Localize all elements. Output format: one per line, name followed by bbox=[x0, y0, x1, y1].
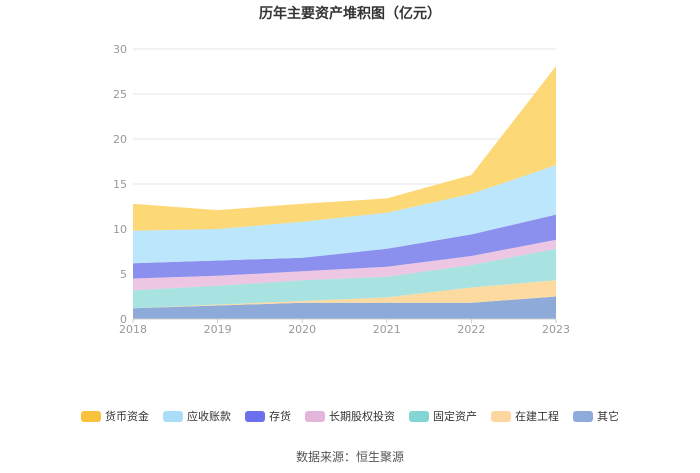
area-series-6 bbox=[133, 66, 556, 231]
legend-swatch bbox=[163, 410, 183, 422]
x-tick-label: 2023 bbox=[542, 323, 570, 336]
y-tick-label: 25 bbox=[113, 88, 127, 101]
x-tick-label: 2018 bbox=[119, 323, 147, 336]
area-series-5 bbox=[133, 165, 556, 264]
y-tick-label: 0 bbox=[120, 313, 127, 326]
x-tick-label: 2019 bbox=[204, 323, 232, 336]
area-series-3 bbox=[133, 239, 556, 291]
area-series-1 bbox=[133, 280, 556, 309]
legend-item[interactable]: 货币资金 bbox=[81, 408, 149, 424]
x-tick-label: 2022 bbox=[457, 323, 485, 336]
legend-label: 其它 bbox=[597, 410, 619, 423]
legend-item[interactable]: 应收账款 bbox=[163, 408, 231, 424]
chart-legend: 货币资金 应收账款 存货 长期股权投资 固定资产 在建工程 其它 bbox=[0, 408, 700, 424]
legend-label: 固定资产 bbox=[433, 410, 477, 423]
legend-swatch bbox=[245, 410, 265, 422]
area-series-4 bbox=[133, 214, 556, 279]
legend-swatch bbox=[573, 410, 593, 422]
y-tick-label: 10 bbox=[113, 223, 127, 236]
legend-item[interactable]: 长期股权投资 bbox=[305, 408, 395, 424]
legend-label: 存货 bbox=[269, 410, 291, 423]
legend-item[interactable]: 其它 bbox=[573, 408, 619, 424]
legend-label: 货币资金 bbox=[105, 410, 149, 423]
x-tick-label: 2020 bbox=[288, 323, 316, 336]
legend-label: 在建工程 bbox=[515, 410, 559, 423]
legend-item[interactable]: 在建工程 bbox=[491, 408, 559, 424]
legend-swatch bbox=[491, 410, 511, 422]
y-tick-label: 5 bbox=[120, 268, 127, 281]
legend-swatch bbox=[409, 410, 429, 422]
legend-label: 应收账款 bbox=[187, 410, 231, 423]
legend-item[interactable]: 存货 bbox=[245, 408, 291, 424]
legend-swatch bbox=[305, 410, 325, 422]
legend-swatch bbox=[81, 410, 101, 422]
area-series-0 bbox=[133, 296, 556, 319]
chart-title: 历年主要资产堆积图（亿元） bbox=[259, 6, 441, 22]
legend-label: 长期股权投资 bbox=[329, 410, 395, 423]
y-tick-label: 30 bbox=[113, 43, 127, 56]
area-chart: 0 5 10 15 20 25 30 2018 2019 2020 2021 2022 2023 bbox=[113, 43, 570, 336]
y-tick-label: 20 bbox=[113, 133, 127, 146]
data-source: 数据来源：恒生聚源 bbox=[295, 450, 404, 464]
x-tick-label: 2021 bbox=[373, 323, 401, 336]
legend-item[interactable]: 固定资产 bbox=[409, 408, 477, 424]
y-tick-label: 15 bbox=[113, 178, 127, 191]
